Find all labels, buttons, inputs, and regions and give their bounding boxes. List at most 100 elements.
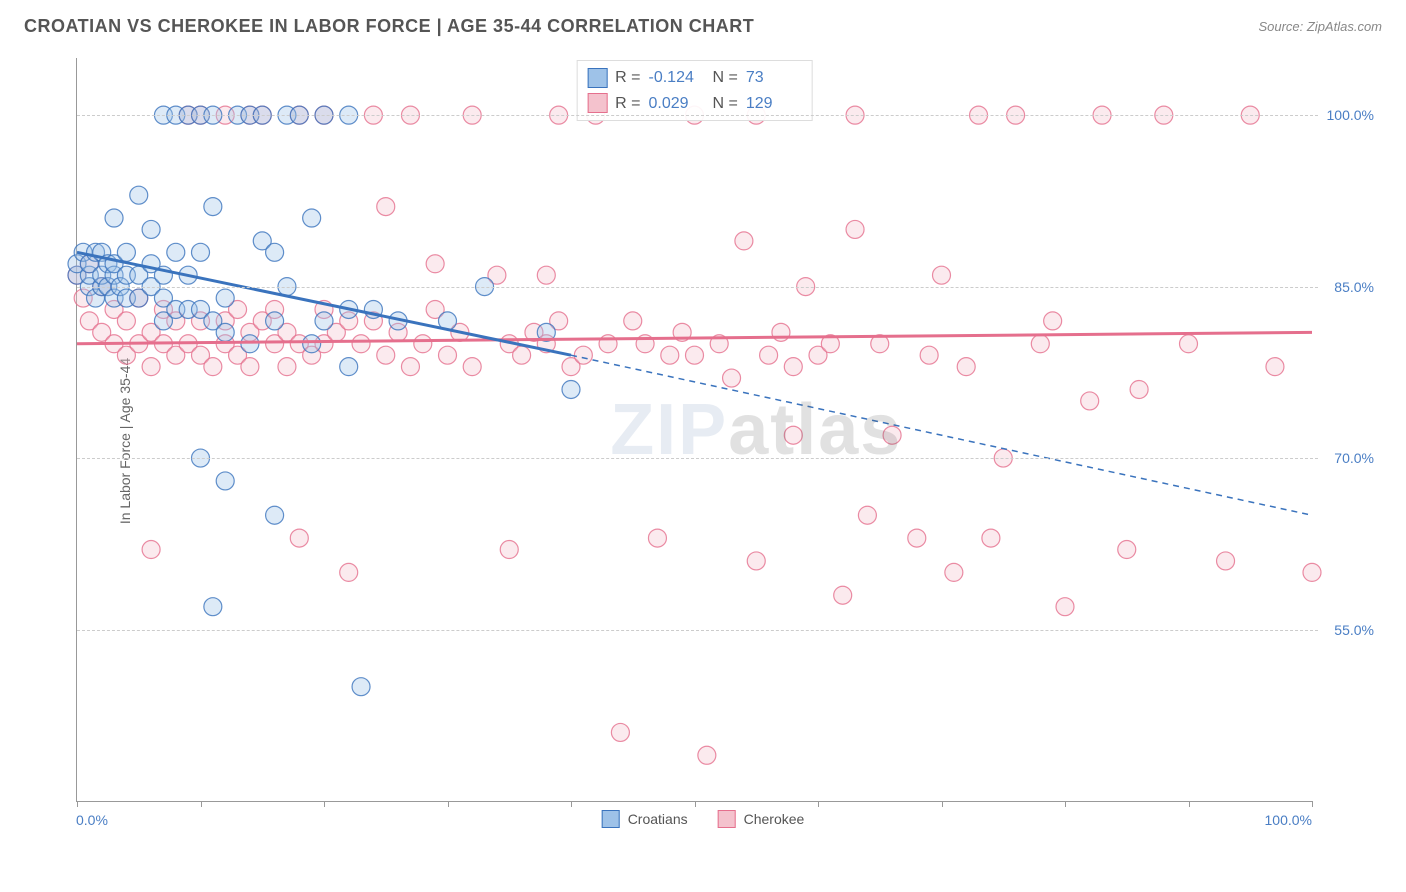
scatter-point <box>846 220 864 238</box>
scatter-point <box>574 346 592 364</box>
x-axis-min-label: 0.0% <box>76 812 108 828</box>
scatter-point <box>933 266 951 284</box>
chart-header: CROATIAN VS CHEROKEE IN LABOR FORCE | AG… <box>24 16 1382 37</box>
scatter-point <box>426 255 444 273</box>
scatter-point <box>513 346 531 364</box>
y-tick-label: 55.0% <box>1334 622 1374 638</box>
scatter-point <box>661 346 679 364</box>
scatter-point <box>698 746 716 764</box>
swatch-icon <box>587 93 607 113</box>
scatter-point <box>834 586 852 604</box>
scatter-point <box>686 346 704 364</box>
x-tick <box>448 801 449 807</box>
scatter-point <box>117 243 135 261</box>
grid-line <box>77 115 1318 116</box>
scatter-point <box>957 358 975 376</box>
source-attribution: Source: ZipAtlas.com <box>1258 19 1382 34</box>
x-tick <box>77 801 78 807</box>
scatter-point <box>982 529 1000 547</box>
scatter-point <box>463 358 481 376</box>
scatter-point <box>1044 312 1062 330</box>
chart-container: In Labor Force | Age 35-44 ZIPatlas R = … <box>24 50 1382 832</box>
scatter-point <box>266 506 284 524</box>
y-tick-label: 85.0% <box>1334 279 1374 295</box>
grid-line <box>77 458 1318 459</box>
scatter-point <box>241 335 259 353</box>
stats-r-value: 0.029 <box>649 91 705 117</box>
stats-label: R = <box>615 65 640 91</box>
y-tick-label: 100.0% <box>1327 107 1374 123</box>
scatter-point <box>1266 358 1284 376</box>
scatter-point <box>1081 392 1099 410</box>
stats-r-value: -0.124 <box>649 65 705 91</box>
swatch-icon <box>718 810 736 828</box>
x-tick <box>1189 801 1190 807</box>
scatter-point <box>266 243 284 261</box>
x-axis-max-label: 100.0% <box>1265 812 1312 828</box>
swatch-icon <box>602 810 620 828</box>
scatter-point <box>340 358 358 376</box>
scatter-point <box>117 312 135 330</box>
scatter-point <box>1180 335 1198 353</box>
scatter-point <box>377 346 395 364</box>
legend-item: Croatians <box>602 810 688 828</box>
correlation-stats-box: R = -0.124 N = 73 R = 0.029 N = 129 <box>576 60 813 121</box>
scatter-point <box>611 723 629 741</box>
scatter-point <box>352 335 370 353</box>
scatter-point <box>241 358 259 376</box>
scatter-point <box>920 346 938 364</box>
scatter-point <box>377 198 395 216</box>
scatter-point <box>167 243 185 261</box>
scatter-point <box>216 472 234 490</box>
scatter-point <box>290 529 308 547</box>
x-tick <box>1065 801 1066 807</box>
scatter-point <box>192 243 210 261</box>
scatter-point <box>204 358 222 376</box>
scatter-point <box>908 529 926 547</box>
stats-label: N = <box>713 65 738 91</box>
scatter-point <box>216 289 234 307</box>
scatter-point <box>1031 335 1049 353</box>
scatter-point <box>303 335 321 353</box>
scatter-point <box>500 541 518 559</box>
legend-item: Cherokee <box>718 810 805 828</box>
scatter-svg <box>77 58 1312 801</box>
scatter-point <box>142 220 160 238</box>
scatter-point <box>266 312 284 330</box>
scatter-point <box>747 552 765 570</box>
scatter-point <box>784 426 802 444</box>
scatter-point <box>723 369 741 387</box>
chart-title: CROATIAN VS CHEROKEE IN LABOR FORCE | AG… <box>24 16 754 37</box>
x-tick <box>695 801 696 807</box>
scatter-point <box>1303 563 1321 581</box>
trend-line <box>77 332 1312 343</box>
scatter-point <box>1056 598 1074 616</box>
scatter-point <box>204 598 222 616</box>
x-tick <box>201 801 202 807</box>
scatter-point <box>1217 552 1235 570</box>
scatter-point <box>562 380 580 398</box>
x-tick <box>818 801 819 807</box>
scatter-point <box>537 266 555 284</box>
scatter-point <box>945 563 963 581</box>
grid-line <box>77 287 1318 288</box>
stats-label: R = <box>615 91 640 117</box>
stats-n-value: 73 <box>746 65 802 91</box>
y-tick-label: 70.0% <box>1334 450 1374 466</box>
stats-n-value: 129 <box>746 91 802 117</box>
scatter-point <box>858 506 876 524</box>
scatter-point <box>216 323 234 341</box>
scatter-point <box>624 312 642 330</box>
x-tick <box>324 801 325 807</box>
trend-line-extrapolated <box>571 355 1312 515</box>
scatter-point <box>303 209 321 227</box>
swatch-icon <box>587 68 607 88</box>
scatter-point <box>142 541 160 559</box>
scatter-point <box>315 312 333 330</box>
scatter-point <box>278 358 296 376</box>
x-tick <box>1312 801 1313 807</box>
plot-area: ZIPatlas R = -0.124 N = 73 R = 0.029 N =… <box>76 58 1312 802</box>
grid-line <box>77 630 1318 631</box>
scatter-point <box>648 529 666 547</box>
stats-row-croatians: R = -0.124 N = 73 <box>587 65 802 91</box>
